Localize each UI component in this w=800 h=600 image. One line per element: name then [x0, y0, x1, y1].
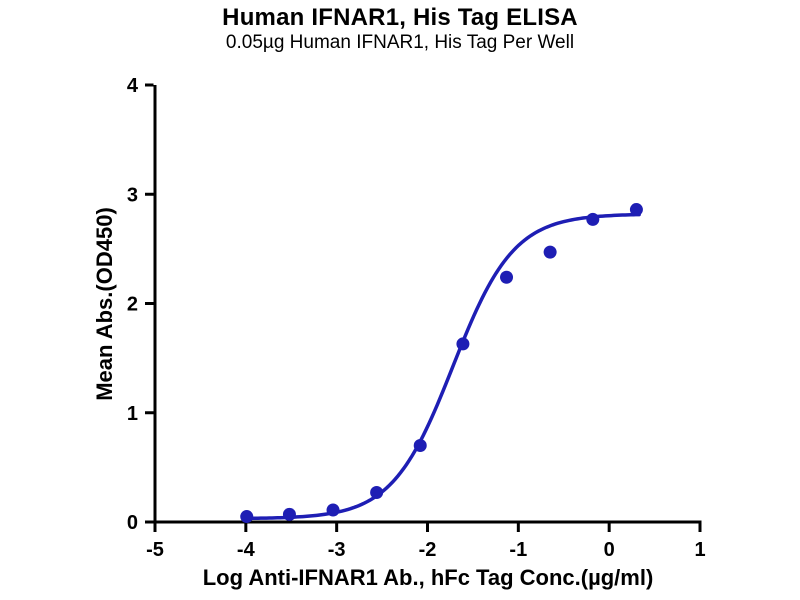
y-axis-label: Mean Abs.(OD450) [92, 207, 117, 401]
dose-response-curve [244, 212, 641, 521]
tick-labels: -5 -4 -3 -2 -1 0 1 0 1 2 3 4 [127, 75, 706, 561]
data-point [326, 503, 340, 517]
y-tick-label: 1 [127, 403, 138, 425]
data-point [370, 486, 384, 500]
x-tick-label: -2 [419, 539, 437, 561]
y-tick-label: 0 [127, 512, 138, 534]
chart-title: Human IFNAR1, His Tag ELISA [222, 4, 578, 31]
chart-subtitle: 0.05µg Human IFNAR1, His Tag Per Well [225, 32, 575, 53]
x-tick-label: -4 [237, 539, 256, 561]
x-tick-label: -3 [328, 539, 346, 561]
fit-curve [244, 212, 641, 521]
y-tick-label: 3 [127, 184, 138, 206]
x-tick-label: 1 [694, 539, 705, 561]
x-tick-label: -5 [146, 539, 164, 561]
axes [145, 83, 702, 532]
data-points [240, 203, 643, 524]
y-tick-label: 4 [127, 75, 139, 97]
data-point [629, 203, 643, 217]
x-tick-label: -1 [509, 539, 527, 561]
data-point [500, 270, 514, 284]
data-point [240, 510, 254, 524]
data-point [456, 337, 470, 351]
data-point [543, 245, 557, 259]
data-point [413, 439, 427, 453]
data-point [282, 507, 296, 521]
data-point [586, 212, 600, 226]
x-tick-label: 0 [604, 539, 615, 561]
x-axis-label: Log Anti-IFNAR1 Ab., hFc Tag Conc.(µg/ml… [203, 565, 654, 590]
y-tick-label: 2 [127, 294, 138, 316]
